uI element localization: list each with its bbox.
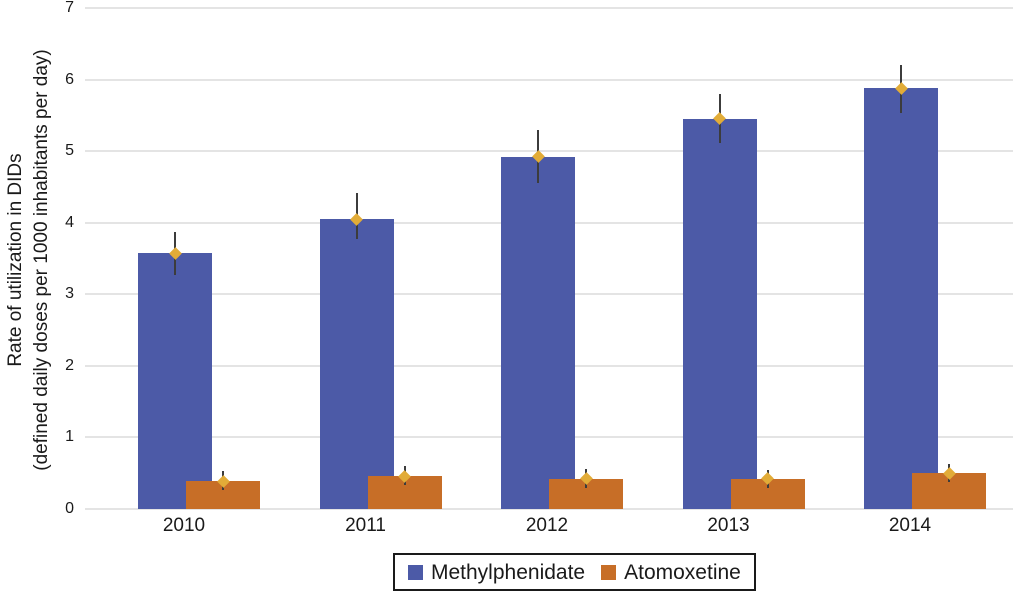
- gridline: [85, 150, 1013, 153]
- x-tick-label: 2011: [345, 515, 386, 536]
- legend-item-methylphenidate: Methylphenidate: [408, 562, 585, 583]
- y-tick-label: 0: [65, 500, 74, 517]
- y-tick-label: 2: [65, 356, 74, 374]
- gridline: [85, 7, 1013, 9]
- x-tick-label: 2014: [888, 515, 932, 536]
- x-tick-label: 2012: [525, 515, 569, 536]
- bar-methylphenidate-2014: [864, 88, 938, 509]
- gridline: [85, 508, 1013, 510]
- legend: Methylphenidate Atomoxetine: [393, 553, 756, 591]
- y-axis-title-line1: Rate of utilization in DIDs: [5, 153, 26, 367]
- legend-label: Atomoxetine: [624, 560, 741, 584]
- bar-methylphenidate-2010: [138, 253, 212, 509]
- bar-methylphenidate-2011: [319, 219, 394, 509]
- x-tick-label: 2010: [162, 515, 206, 536]
- legend-label: Methylphenidate: [431, 560, 586, 584]
- bar-methylphenidate-2013: [682, 118, 757, 509]
- y-tick-label: 4: [65, 213, 74, 231]
- y-tick-label: 7: [65, 0, 74, 16]
- y-tick-label: 5: [65, 142, 74, 160]
- y-tick-label: 1: [65, 428, 74, 446]
- legend-item-atomoxetine: Atomoxetine: [601, 562, 741, 583]
- legend-swatch-methylphenidate: [408, 564, 423, 580]
- y-tick-label: 3: [65, 285, 74, 303]
- legend-swatch-atomoxetine: [601, 564, 617, 580]
- y-tick-label: 6: [65, 70, 74, 88]
- plot-area: [85, 7, 1013, 510]
- x-tick-label: 2013: [707, 515, 750, 536]
- bar-methylphenidate-2012: [501, 156, 575, 509]
- gridline: [85, 78, 1013, 81]
